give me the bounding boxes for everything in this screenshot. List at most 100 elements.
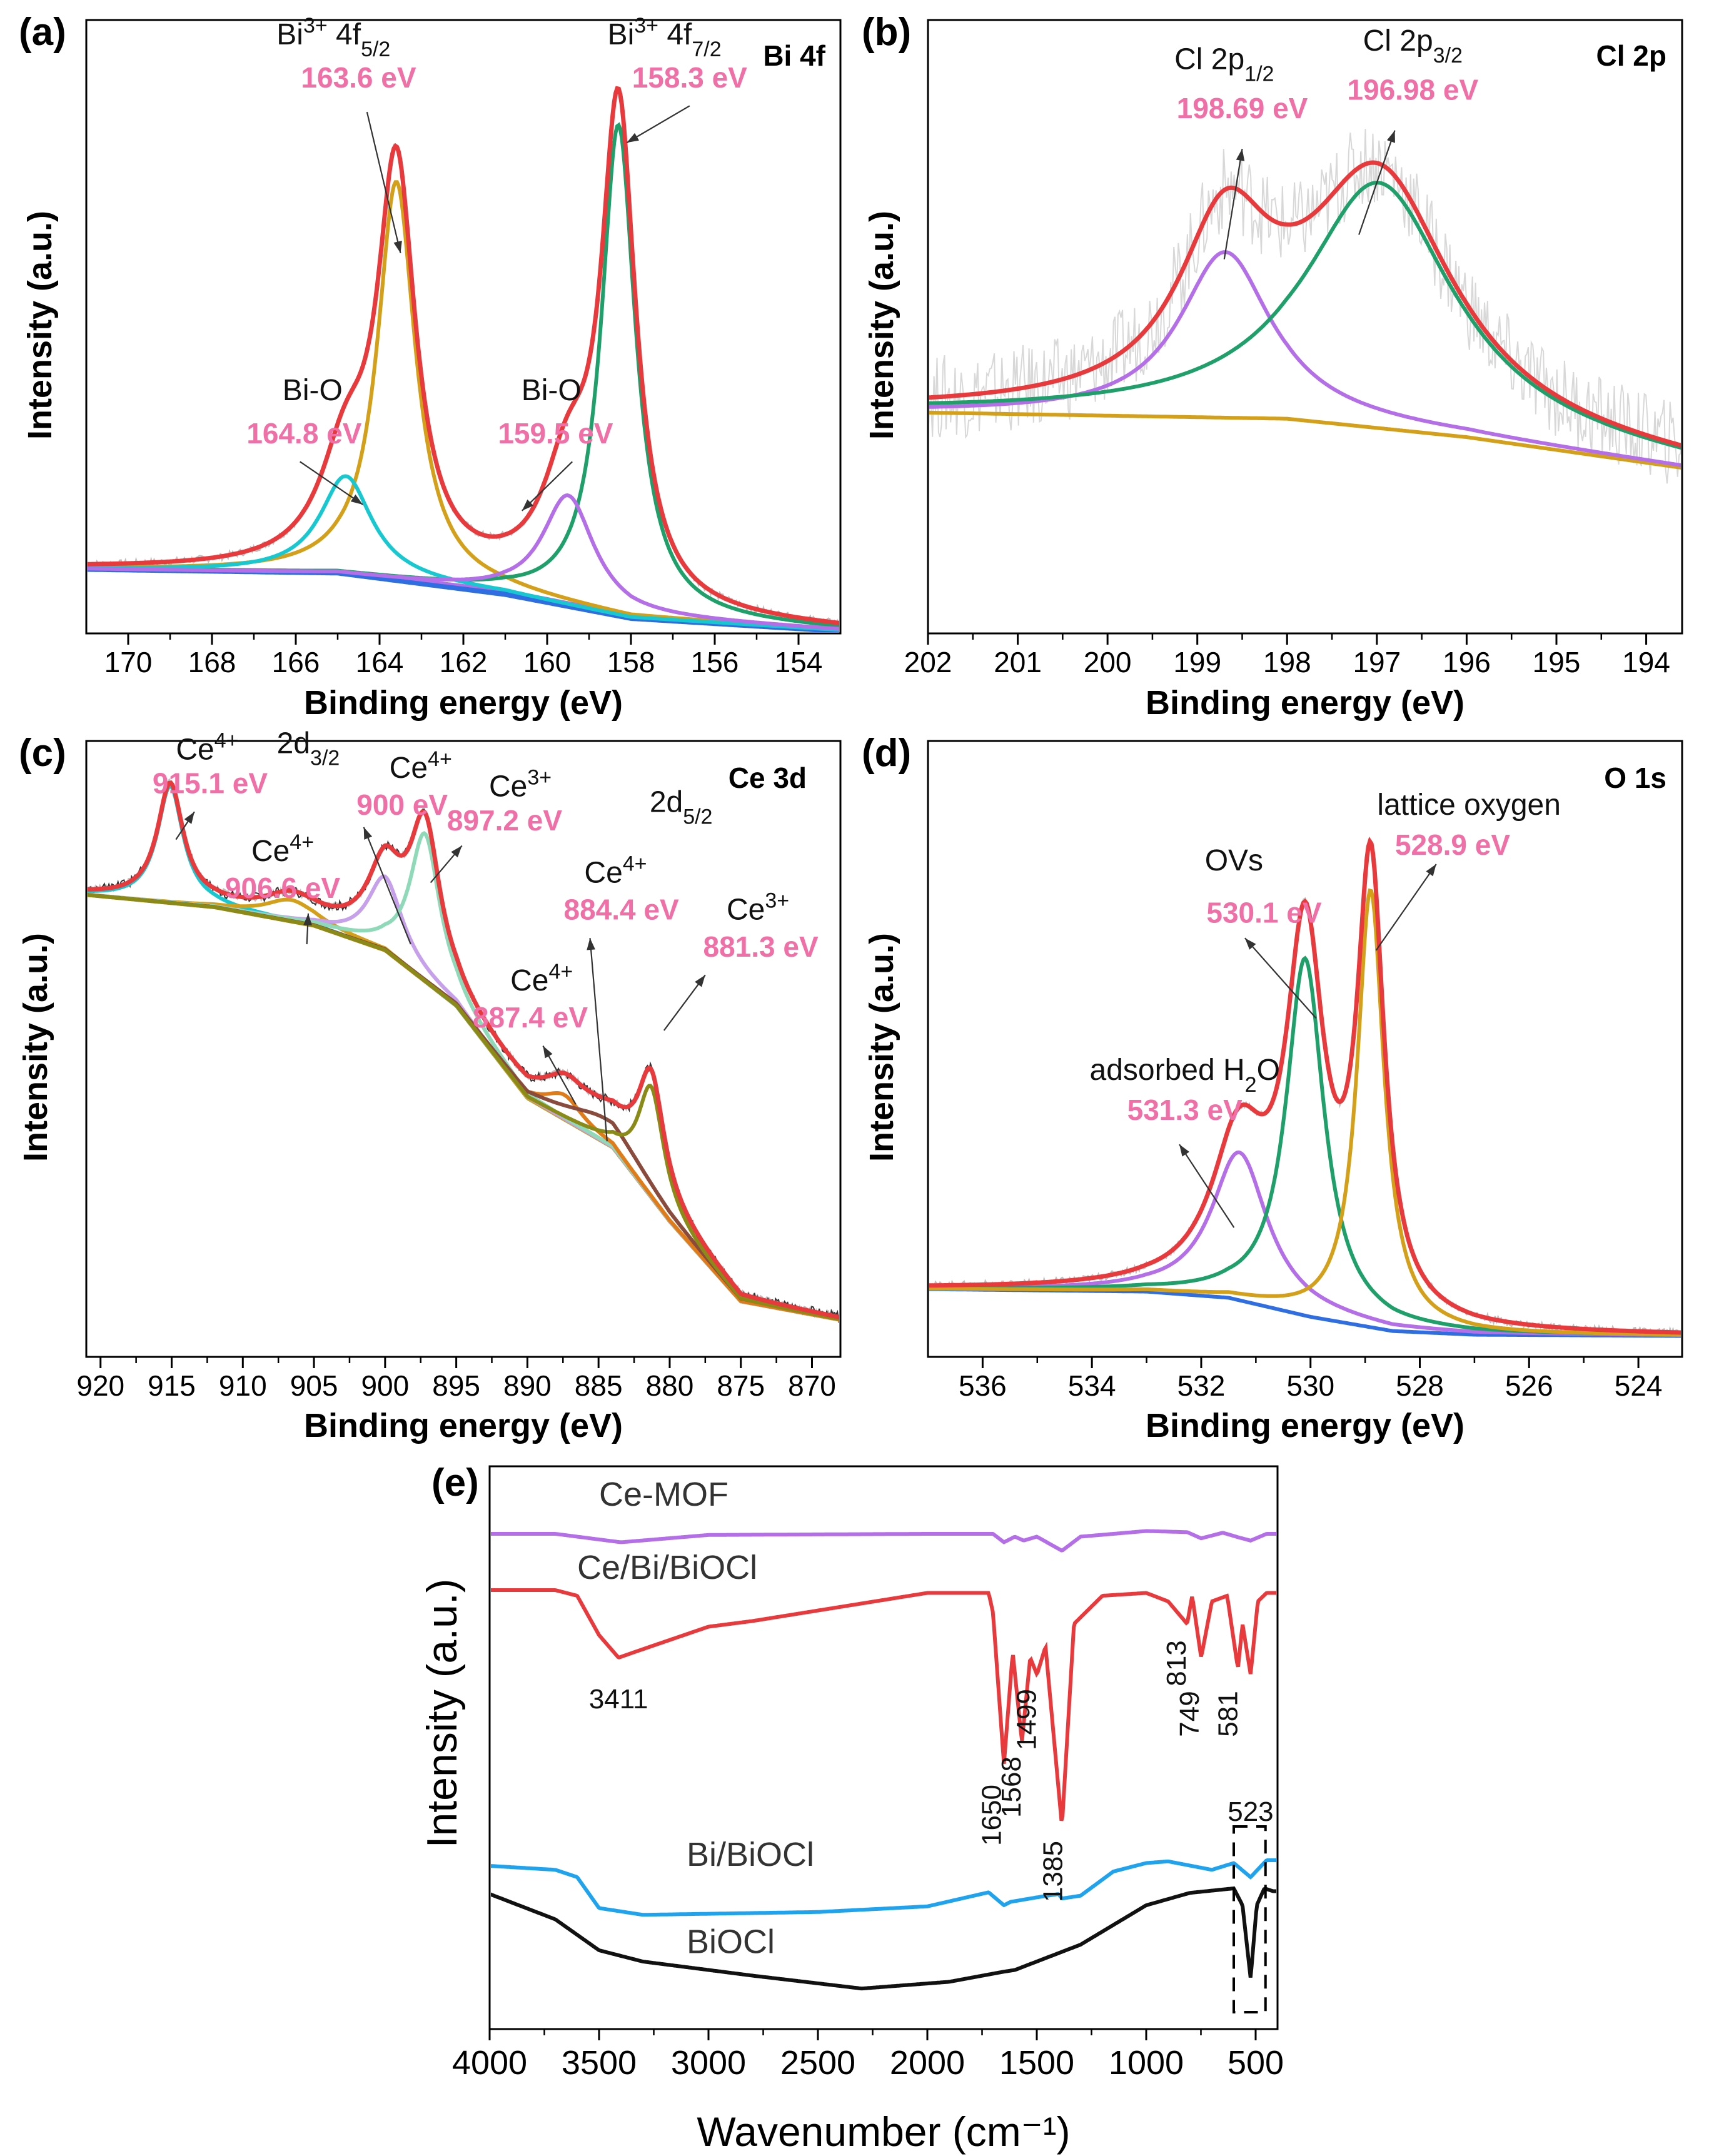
annotation-arrowhead	[1236, 149, 1245, 161]
x-tick-label: 530	[1286, 1369, 1334, 1402]
peak-value-label: 530.1 eV	[1206, 897, 1321, 929]
x-tick-label: 532	[1177, 1369, 1226, 1402]
peak-label-text: Bi	[276, 18, 303, 51]
x-tick-label: 196	[1443, 646, 1491, 678]
plot-frame	[488, 1465, 1279, 2030]
peak-label: adsorbed H2O	[1090, 1054, 1280, 1097]
panel-tag: (e)	[431, 1461, 479, 1504]
raw-data-line	[88, 782, 839, 1324]
annotation-arrowhead	[451, 845, 462, 858]
peak-wavenumber-label: 523	[1228, 1796, 1273, 1827]
x-axis-label: Binding energy (eV)	[1146, 1407, 1464, 1444]
fit-component-line	[929, 955, 1681, 1337]
fit-component-line	[929, 888, 1681, 1337]
x-tick-label: 500	[1228, 2044, 1284, 2082]
peak-wavenumber-label: 749	[1174, 1691, 1205, 1736]
fit-component-line	[88, 122, 839, 628]
peak-label: Ce4+	[584, 852, 647, 890]
x-tick-label: 3500	[562, 2044, 637, 2082]
peak-label-text: OVs	[1205, 844, 1263, 877]
x-tick-label: 526	[1505, 1369, 1553, 1402]
peak-value-label: 884.4 eV	[563, 894, 678, 926]
peak-label-sub: 2	[1245, 1073, 1257, 1097]
panel-title: Cl 2p	[1596, 39, 1666, 72]
peak-value-label: 897.2 eV	[447, 804, 562, 837]
x-tick-label: 154	[775, 646, 823, 678]
peak-label-text: Bi-O	[283, 374, 343, 407]
peak-label: Ce3+	[489, 766, 552, 803]
peak-value-label: 158.3 eV	[632, 61, 747, 94]
x-tick-label: 536	[959, 1369, 1007, 1402]
spectrum-line	[491, 1858, 1276, 1917]
peak-label-sub: 7/2	[692, 38, 721, 61]
peak-label-sup: 4+	[623, 852, 647, 876]
peak-value-label: 198.69 eV	[1177, 92, 1308, 124]
peak-label-sup: 4+	[428, 747, 452, 771]
chart-panel-b: (b) 202 201 200 199 198 197 196 195 194 Binding en…	[862, 11, 1683, 722]
peak-label: Bi3+ 4f7/2	[608, 14, 722, 61]
x-tick-label: 524	[1615, 1369, 1663, 1402]
annotation-arrow	[366, 111, 401, 254]
annotation-arrowhead	[393, 240, 402, 253]
fit-component-line	[88, 180, 839, 632]
peak-label-text: Bi-O	[522, 374, 582, 407]
annotation-arrowhead	[350, 494, 363, 505]
peak-label: 2d3/2	[277, 727, 340, 770]
peak-wavenumber-label: 1499	[1011, 1689, 1042, 1750]
x-axis-label: Binding energy (eV)	[304, 684, 623, 722]
peak-label-sup: 4+	[290, 830, 314, 854]
peak-label-text: adsorbed H	[1090, 1054, 1245, 1087]
annotation-arrowhead	[522, 499, 534, 511]
plot-frame	[85, 19, 842, 635]
peak-label: OVs	[1205, 844, 1263, 877]
peak-label: Ce4+	[390, 747, 452, 785]
x-tick-label: 1000	[1109, 2044, 1184, 2082]
annotation-arrowhead	[695, 975, 705, 987]
annotation-arrow	[363, 827, 411, 945]
x-tick-label: 200	[1084, 646, 1132, 678]
x-tick-label: 885	[575, 1369, 623, 1402]
peak-label: Cl 2p1/2	[1174, 43, 1274, 86]
peak-label-text: Ce	[390, 752, 428, 785]
fit-component-line	[88, 493, 839, 631]
annotation-arrowhead	[543, 1045, 553, 1059]
x-tick-label: 890	[503, 1369, 552, 1402]
chart-panel-e: (e) 4000 3500 3000 2500 2000 1500 1000 500 Wavenu…	[418, 1461, 1284, 2155]
peak-value-label: 915.1 eV	[153, 767, 268, 800]
x-axis-label: Binding energy (eV)	[304, 1407, 623, 1444]
panel-tag: (d)	[862, 732, 911, 775]
raw-data-line	[929, 129, 1681, 484]
fit-envelope-line	[88, 86, 839, 625]
peak-wavenumber-label: 813	[1161, 1640, 1192, 1686]
x-tick-label: 166	[272, 646, 320, 678]
x-tick-label: 2500	[780, 2044, 855, 2082]
x-tick-label: 201	[994, 646, 1042, 678]
x-tick-label: 202	[904, 646, 952, 678]
peak-label-text: 2d	[650, 785, 683, 819]
series-label: Bi/BiOCl	[687, 1836, 814, 1873]
x-tick-label: 164	[356, 646, 404, 678]
y-axis-label: Intensity (a.u.)	[17, 933, 54, 1162]
peak-wavenumber-label: 1568	[996, 1756, 1027, 1818]
series-label: Ce-MOF	[599, 1476, 728, 1513]
annotation-arrow	[589, 938, 608, 1142]
panel-tag: (a)	[19, 11, 66, 54]
peak-label: lattice oxygen	[1377, 788, 1561, 822]
spectrum-line	[491, 1588, 1276, 1821]
annotation-arrowhead	[184, 812, 194, 824]
annotation-arrow	[626, 105, 690, 144]
peak-label-sub: 5/2	[683, 805, 712, 829]
panel-title: Bi 4f	[763, 39, 825, 72]
chart-panel-a: (a) 170 168 166 164 162 160 158 156 154 Binding en…	[19, 11, 842, 722]
plot-area	[88, 778, 839, 1324]
plot-frame	[85, 740, 842, 1358]
peak-label: Ce4+	[251, 830, 314, 868]
peak-label-rest: 4f	[328, 18, 361, 51]
peak-label-text: Ce	[584, 857, 622, 890]
peak-label-sub: 1/2	[1244, 62, 1274, 86]
x-tick-label: 162	[440, 646, 488, 678]
fit-component-line	[88, 784, 839, 1322]
peak-label: Ce4+	[176, 729, 238, 767]
peak-wavenumber-label: 581	[1213, 1691, 1244, 1736]
peak-label-text: Ce	[510, 964, 548, 997]
